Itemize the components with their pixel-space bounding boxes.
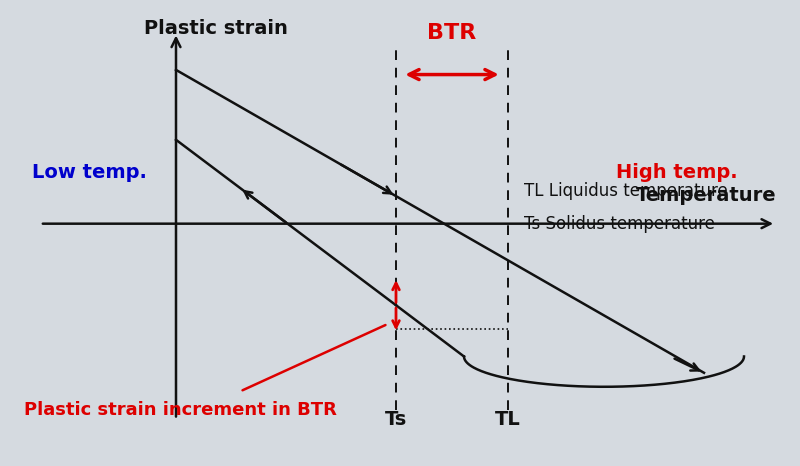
Text: TL: TL: [495, 410, 521, 429]
Text: Low temp.: Low temp.: [32, 163, 147, 182]
Text: TL Liquidus temperature: TL Liquidus temperature: [524, 182, 728, 200]
Text: High temp.: High temp.: [616, 163, 738, 182]
Text: Plastic strain increment in BTR: Plastic strain increment in BTR: [24, 401, 337, 419]
Text: BTR: BTR: [427, 23, 477, 42]
Text: Temperature: Temperature: [635, 186, 776, 205]
Text: Plastic strain: Plastic strain: [144, 19, 288, 38]
Text: Ts Solidus temperature: Ts Solidus temperature: [524, 215, 715, 233]
Text: Ts: Ts: [385, 410, 407, 429]
